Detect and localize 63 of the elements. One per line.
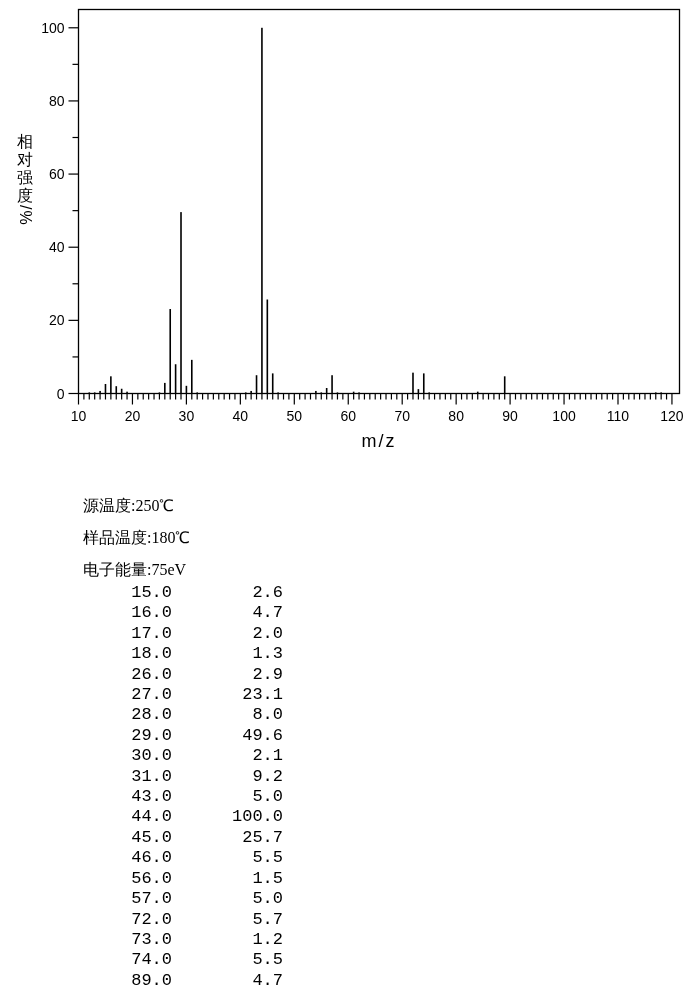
text: 30.0 — [130, 746, 172, 767]
text: 源温度:250℃ — [83, 497, 175, 514]
x-tick-label: 10 — [70, 407, 87, 424]
text: 5.5 — [251, 848, 283, 869]
text: 17.0 — [130, 623, 172, 645]
text: 57.0 — [130, 889, 172, 910]
text: 29.0 — [130, 725, 172, 747]
text: 25.7 — [241, 827, 283, 849]
y-tick-label: 0 — [56, 385, 65, 402]
text: 72.0 — [130, 909, 172, 930]
text: 15.0 — [130, 583, 172, 604]
text: 样品温度:180℃ — [83, 529, 191, 546]
text: 4.7 — [251, 603, 283, 624]
text: 2.0 — [251, 623, 283, 645]
text: 45.0 — [130, 827, 172, 849]
text: 16.0 — [130, 603, 172, 624]
x-tick-label: 70 — [394, 407, 411, 424]
x-tick-label: 120 — [660, 407, 684, 424]
text: 1.2 — [251, 929, 283, 951]
y-axis-title: 相对强度/% — [17, 133, 34, 225]
text: 26.0 — [130, 664, 172, 686]
text: 9.2 — [251, 766, 283, 788]
x-tick-label: 20 — [124, 407, 141, 424]
x-tick-label: 90 — [502, 407, 519, 424]
x-tick-label: 30 — [178, 407, 195, 424]
text: 2.6 — [251, 583, 283, 604]
text: 74.0 — [130, 950, 172, 971]
text: 31.0 — [130, 766, 172, 788]
text: 56.0 — [130, 868, 172, 890]
text: 89.0 — [130, 970, 172, 992]
text: 4.7 — [251, 970, 283, 992]
text: 5.5 — [251, 950, 283, 971]
text: 5.7 — [251, 909, 283, 930]
text: 8.0 — [251, 705, 283, 726]
text: 电子能量:75eV — [83, 561, 187, 578]
text: 1.3 — [251, 644, 283, 665]
text: 49.6 — [241, 725, 283, 747]
x-tick-label: 60 — [340, 407, 357, 424]
text: 27.0 — [130, 685, 172, 706]
text: 2.1 — [251, 746, 283, 767]
x-tick-label: 110 — [606, 407, 630, 424]
x-tick-label: 100 — [552, 407, 576, 424]
text: 73.0 — [130, 929, 172, 951]
text: 43.0 — [130, 787, 172, 808]
text: 2.9 — [251, 664, 283, 686]
text: 5.0 — [251, 889, 283, 910]
text: 5.0 — [251, 787, 283, 808]
text: 1.5 — [251, 868, 283, 890]
x-tick-label: 40 — [232, 407, 249, 424]
y-tick-label: 100 — [41, 19, 65, 36]
y-tick-label: 60 — [48, 166, 65, 183]
y-tick-label: 20 — [48, 312, 65, 329]
x-tick-label: 50 — [286, 407, 303, 424]
text: 46.0 — [130, 848, 172, 869]
text: 28.0 — [130, 705, 172, 726]
x-tick-label: 80 — [448, 407, 465, 424]
text: 18.0 — [130, 644, 172, 665]
y-tick-label: 80 — [48, 92, 65, 109]
x-axis-title: m/z — [361, 430, 397, 451]
text: 44.0 — [130, 807, 172, 828]
y-tick-label: 40 — [48, 239, 65, 256]
text: 100.0 — [231, 807, 283, 828]
text: 23.1 — [241, 685, 283, 706]
